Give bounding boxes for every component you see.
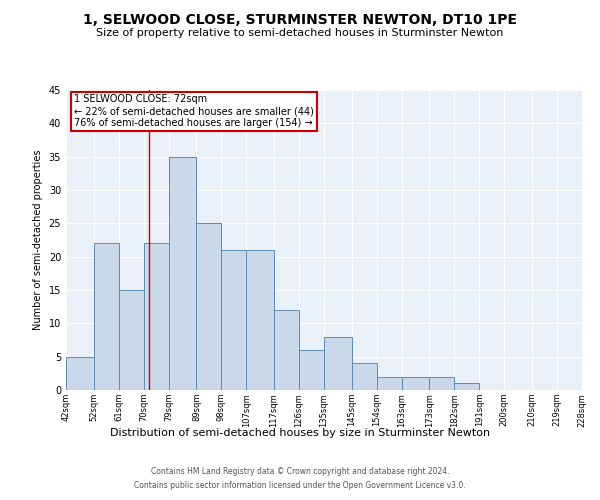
Y-axis label: Number of semi-detached properties: Number of semi-detached properties	[33, 150, 43, 330]
Bar	[221, 250, 247, 390]
Bar	[66, 356, 94, 390]
Bar	[401, 376, 430, 390]
Bar	[454, 384, 479, 390]
Bar	[169, 156, 196, 390]
Bar	[119, 290, 143, 390]
Bar	[247, 250, 274, 390]
Bar	[94, 244, 119, 390]
Text: 1 SELWOOD CLOSE: 72sqm
← 22% of semi-detached houses are smaller (44)
76% of sem: 1 SELWOOD CLOSE: 72sqm ← 22% of semi-det…	[74, 94, 314, 128]
Text: Distribution of semi-detached houses by size in Sturminster Newton: Distribution of semi-detached houses by …	[110, 428, 490, 438]
Bar	[143, 244, 169, 390]
Bar	[324, 336, 352, 390]
Bar	[274, 310, 299, 390]
Text: Contains HM Land Registry data © Crown copyright and database right 2024.: Contains HM Land Registry data © Crown c…	[151, 467, 449, 476]
Text: 1, SELWOOD CLOSE, STURMINSTER NEWTON, DT10 1PE: 1, SELWOOD CLOSE, STURMINSTER NEWTON, DT…	[83, 12, 517, 26]
Bar	[196, 224, 221, 390]
Bar	[352, 364, 377, 390]
Bar	[299, 350, 324, 390]
Bar	[430, 376, 454, 390]
Text: Size of property relative to semi-detached houses in Sturminster Newton: Size of property relative to semi-detach…	[97, 28, 503, 38]
Bar	[377, 376, 401, 390]
Text: Contains public sector information licensed under the Open Government Licence v3: Contains public sector information licen…	[134, 481, 466, 490]
